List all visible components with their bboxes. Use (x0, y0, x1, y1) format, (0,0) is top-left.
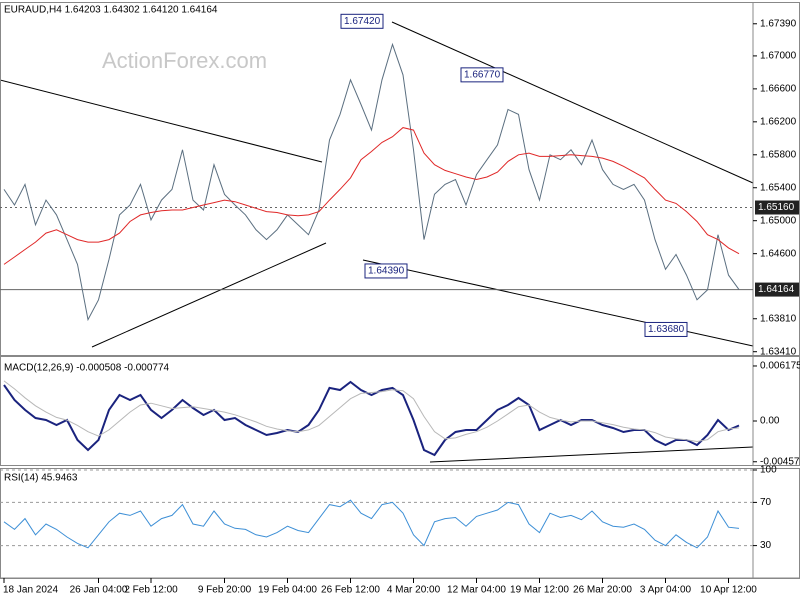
panel-title: EURAUD,H4 1.64203 1.64302 1.64120 1.6416… (4, 5, 218, 16)
y-tick-label: 1.67390 (760, 18, 797, 29)
trend-line (391, 21, 754, 184)
y-tick-label: 0.00 (760, 416, 780, 427)
x-tick-label: 26 Feb 12:00 (321, 585, 380, 596)
y-tick-label: 100 (760, 465, 777, 476)
series-line (3, 380, 740, 457)
trend-line (0, 79, 323, 163)
x-tick-label: 2 Feb 12:00 (124, 585, 178, 596)
x-tick-label: 10 Apr 12:00 (700, 585, 757, 596)
trend-line (362, 259, 754, 347)
level-label: 1.64164 (758, 284, 795, 295)
y-tick-label: 1.66200 (760, 116, 797, 127)
x-tick-label: 19 Feb 04:00 (258, 585, 317, 596)
series-line (3, 42, 740, 322)
y-tick-label: 1.65000 (760, 215, 797, 226)
x-tick-label: 19 Mar 12:00 (510, 585, 569, 596)
trend-lines (0, 21, 754, 463)
annotation-label: 1.66770 (464, 69, 501, 80)
y-tick-label: -0.004576 (760, 456, 800, 467)
x-tick-label: 9 Feb 20:00 (198, 585, 252, 596)
series-line (3, 499, 740, 549)
annotation-label: 1.63680 (648, 324, 685, 335)
y-tick-label: 1.66600 (760, 84, 797, 95)
y-tick-label: 0.006175 (760, 361, 800, 372)
level-label-box (755, 200, 799, 215)
y-tick-label: 1.65800 (760, 149, 797, 160)
x-tick-label: 12 Mar 04:00 (447, 585, 506, 596)
x-tick-label: 26 Jan 04:00 (70, 585, 128, 596)
annotation-box (644, 321, 688, 337)
y-tick-label: 70 (760, 497, 772, 508)
x-tick-label: 4 Mar 20:00 (387, 585, 441, 596)
watermark: ActionForex.com (102, 48, 267, 73)
y-tick-label: 1.64600 (760, 248, 797, 259)
x-tick-label: 26 Mar 20:00 (573, 585, 632, 596)
trend-line (91, 242, 327, 348)
series-line (3, 380, 740, 443)
y-tick-label: 1.65400 (760, 182, 797, 193)
x-tick-label: 18 Jan 2024 (3, 585, 58, 596)
trend-line (429, 446, 754, 463)
x-tick-label: 3 Apr 04:00 (640, 585, 692, 596)
y-tick-label: 1.63810 (760, 313, 797, 324)
annotation-label: 1.64390 (368, 266, 405, 277)
panel-title: RSI(14) 45.9463 (4, 473, 78, 484)
y-tick-label: 30 (760, 540, 772, 551)
panel-title: MACD(12,26,9) -0.000508 -0.000774 (4, 363, 170, 374)
annotation-box (460, 67, 504, 83)
annotation-label: 1.67420 (344, 16, 381, 27)
y-tick-label: 1.67000 (760, 51, 797, 62)
annotation-box (340, 13, 384, 29)
level-label: 1.65160 (758, 202, 795, 213)
series-line (3, 127, 740, 265)
y-tick-label: 1.63410 (760, 346, 797, 357)
annotation-box (364, 263, 408, 279)
level-label-box (755, 282, 799, 297)
